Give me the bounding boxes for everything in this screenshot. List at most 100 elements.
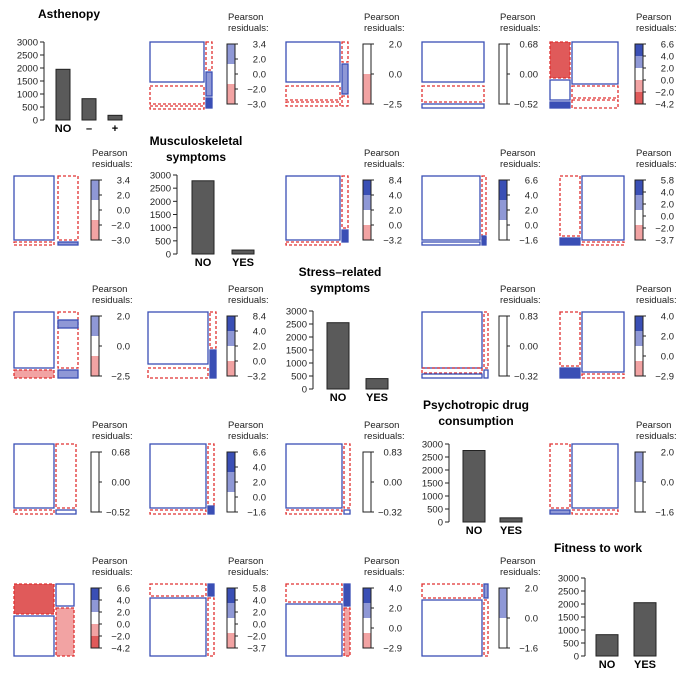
legend-label: 8.4	[253, 312, 266, 323]
legend-label: 4.0	[661, 52, 674, 63]
chart-title: Stress–related	[299, 265, 382, 279]
category-label: NO	[466, 525, 483, 537]
legend-label: 0.0	[389, 70, 402, 81]
legend-label: −1.6	[519, 644, 538, 655]
legend-swatch	[91, 612, 99, 624]
legend-title: residuals:	[500, 23, 541, 34]
mosaic-tile	[481, 175, 487, 241]
legend-title: Pearson	[228, 556, 263, 567]
y-tick-label: 2000	[558, 600, 579, 611]
legend-title: Pearson	[364, 556, 399, 567]
bar	[499, 517, 523, 523]
legend-swatch	[635, 482, 643, 512]
mosaic-tile	[559, 367, 581, 379]
bar	[81, 98, 97, 121]
y-tick-label: 2500	[558, 587, 579, 598]
legend-label: 3.4	[117, 176, 130, 187]
legend-label: 4.0	[253, 596, 266, 607]
bar	[633, 602, 657, 657]
legend-colorbar	[634, 43, 644, 105]
legend-swatch	[635, 44, 643, 56]
legend-title: residuals:	[636, 23, 677, 34]
legend-label: 4.0	[253, 327, 266, 338]
legend-label: 2.0	[525, 584, 538, 595]
legend-swatch	[227, 603, 235, 618]
chart-title: Psychotropic drug	[423, 398, 529, 412]
legend-title: residuals:	[500, 295, 541, 306]
legend-label: 2.0	[117, 312, 130, 323]
legend-title: residuals:	[228, 431, 269, 442]
y-tick-label: 2000	[422, 466, 443, 477]
legend-title: residuals:	[92, 431, 133, 442]
legend-label: 0.83	[520, 312, 539, 323]
mosaic-tile	[421, 241, 481, 246]
diag-4: Fitness to work 0 500 1000 1500 2000 2500 3000 N…	[554, 541, 657, 671]
y-tick-label: 1000	[286, 359, 307, 370]
mosaic-tile	[581, 241, 625, 246]
legend-label: −2.0	[655, 224, 674, 235]
legend-label: 5.8	[661, 176, 674, 187]
mosaic-tile	[205, 41, 213, 71]
legend-label: 2.0	[389, 206, 402, 217]
legend-title: residuals:	[500, 567, 541, 578]
y-tick-label: 500	[22, 103, 38, 114]
legend-swatch	[227, 618, 235, 633]
legend-title: Pearson	[636, 148, 671, 159]
legend-label: −2.9	[655, 372, 674, 383]
legend-label: −3.2	[383, 236, 402, 247]
mosaic-tile	[341, 175, 349, 229]
legend-swatch	[227, 346, 235, 361]
legend-colorbar	[90, 587, 100, 649]
legend-label: −2.0	[247, 632, 266, 643]
legend-swatch	[227, 472, 235, 492]
mosaic-tile	[207, 443, 215, 509]
bar	[55, 68, 71, 121]
mosaic-tile	[285, 101, 341, 107]
category-label: NO	[195, 257, 212, 269]
mosaic-tile	[149, 85, 205, 105]
legend-title: residuals:	[92, 295, 133, 306]
legend-label: 2.0	[253, 478, 266, 489]
legend-label: 2.0	[661, 64, 674, 75]
mosaic-tile	[421, 599, 483, 657]
y-tick-label: 1500	[150, 210, 171, 221]
mosaic-tile	[207, 505, 215, 515]
legend-label: 0.0	[661, 478, 674, 489]
mosaic-tile	[559, 175, 581, 237]
y-tick-label: 3000	[286, 307, 307, 318]
legend-swatch	[227, 492, 235, 512]
mosaic-tile	[13, 369, 55, 379]
y-tick-label: 1500	[558, 613, 579, 624]
legend-label: −3.2	[247, 372, 266, 383]
legend-swatch	[499, 220, 507, 240]
y-tick-label: 2500	[150, 184, 171, 195]
legend-swatch	[91, 356, 99, 376]
legend-title: Pearson	[92, 284, 127, 295]
y-tick-label: 1500	[422, 479, 443, 490]
legend-swatch	[91, 588, 99, 600]
legend-label: −0.32	[514, 372, 538, 383]
legend-swatch	[499, 316, 507, 376]
legend-title: residuals:	[228, 23, 269, 34]
diag-3: Psychotropic drug consumption 0 500 1000 1500…	[422, 398, 529, 537]
legend-label: 6.6	[117, 584, 130, 595]
legend-swatch	[363, 633, 371, 648]
mosaic-tile	[421, 373, 483, 379]
category-label: YES	[500, 525, 522, 537]
category-label: YES	[232, 257, 254, 269]
legend-label: −1.6	[519, 236, 538, 247]
legend-swatch	[91, 316, 99, 336]
legend-label: 2.0	[661, 332, 674, 343]
legend-label: 0.0	[661, 76, 674, 87]
y-tick-label: 500	[563, 639, 579, 650]
mosaic-tile	[549, 101, 571, 109]
legend-swatch	[635, 225, 643, 240]
mosaic-tile	[149, 41, 205, 83]
legend-label: 4.0	[389, 584, 402, 595]
legend-title: residuals:	[228, 567, 269, 578]
mosaic-tile	[13, 241, 55, 246]
